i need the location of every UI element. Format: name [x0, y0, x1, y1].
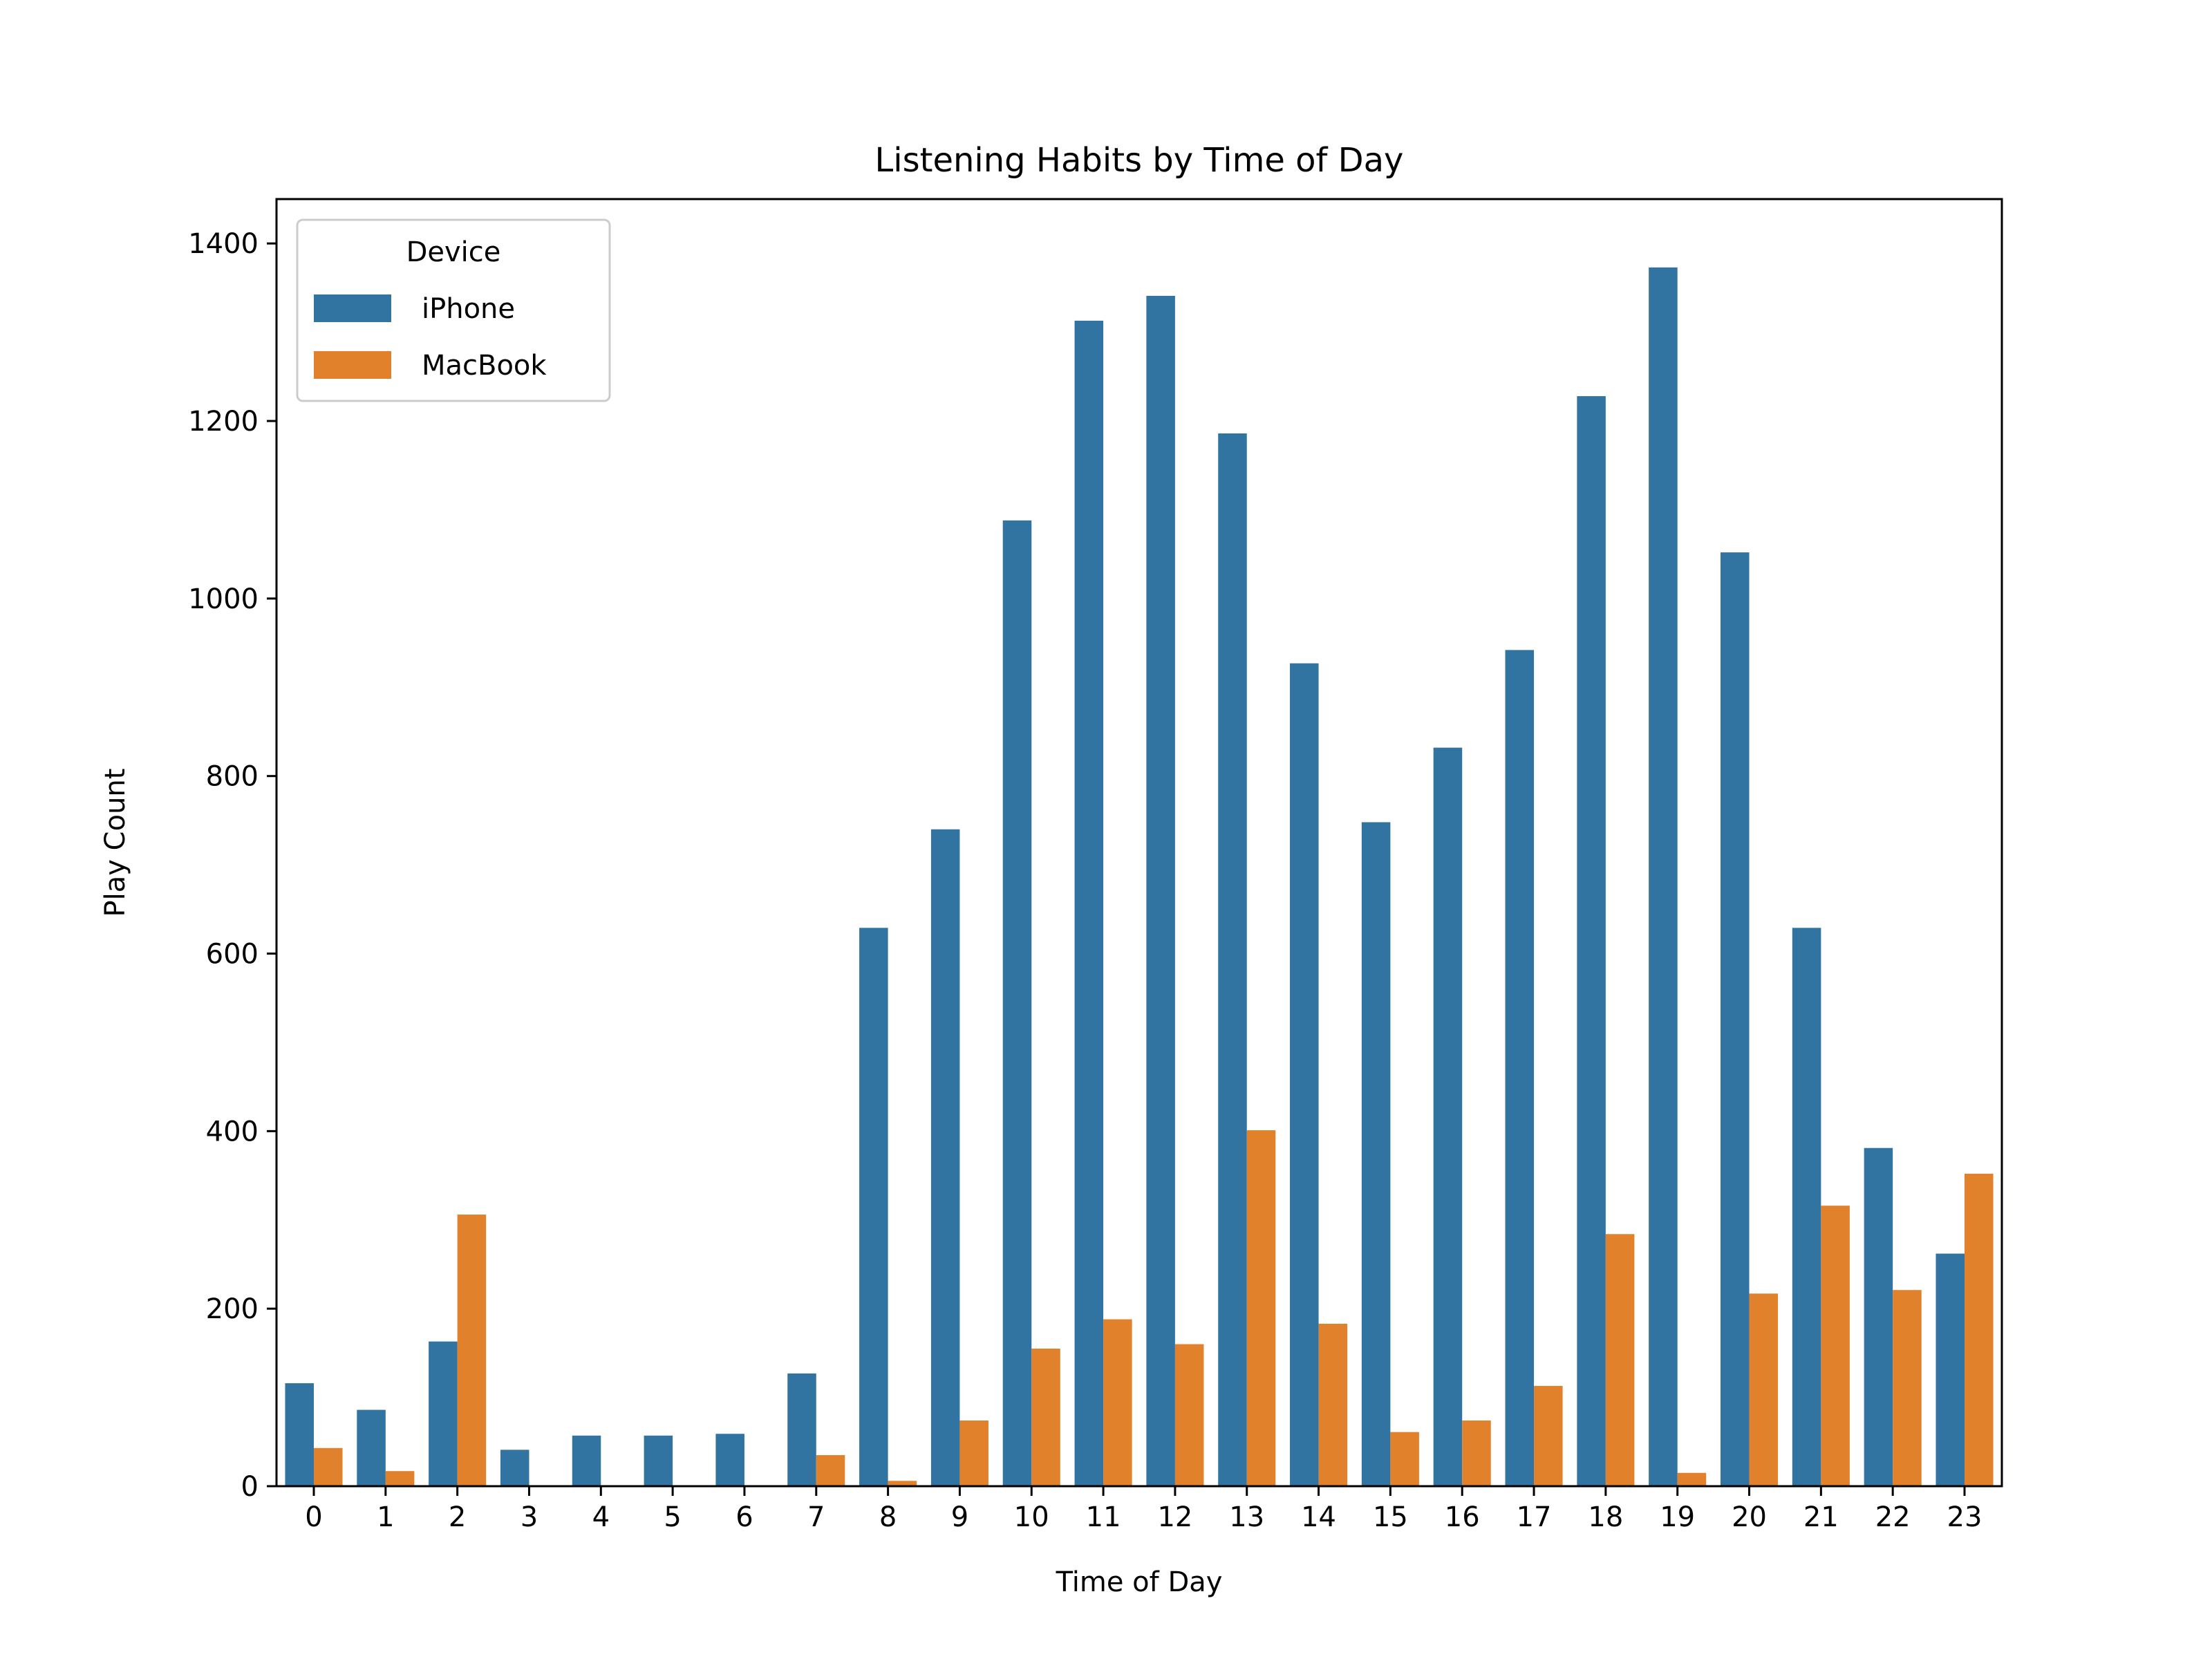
bar-iphone-4 — [572, 1435, 601, 1486]
x-tick-label: 23 — [1947, 1501, 1983, 1533]
bar-iphone-20 — [1721, 552, 1750, 1486]
bar-macbook-2 — [457, 1215, 487, 1486]
y-tick-label: 1000 — [188, 583, 259, 615]
x-tick-label: 13 — [1229, 1501, 1264, 1533]
bar-macbook-0 — [313, 1447, 343, 1486]
bar-macbook-23 — [1965, 1173, 1994, 1486]
legend-label-iphone: iPhone — [422, 293, 515, 325]
bar-iphone-13 — [1218, 433, 1247, 1486]
legend-title: Device — [406, 236, 501, 268]
x-tick-label: 0 — [305, 1501, 322, 1533]
x-tick-label: 11 — [1086, 1501, 1121, 1533]
x-tick-label: 2 — [449, 1501, 466, 1533]
bar-iphone-23 — [1936, 1253, 1965, 1486]
legend: Device iPhone MacBook — [296, 218, 611, 402]
x-tick-label: 7 — [807, 1501, 825, 1533]
bar-macbook-19 — [1677, 1472, 1707, 1486]
y-tick-label: 0 — [241, 1471, 259, 1503]
x-tick-label: 22 — [1875, 1501, 1911, 1533]
y-tick-label: 200 — [206, 1293, 259, 1325]
x-ticks: 0 1 2 3 4 5 6 7 8 9 10 11 12 13 14 15 16 17 18 19 20 21 22 23 — [305, 1486, 1982, 1533]
x-tick-label: 8 — [879, 1501, 897, 1533]
x-tick-label: 15 — [1373, 1501, 1408, 1533]
bar-iphone-16 — [1433, 747, 1463, 1486]
bar-macbook-1 — [385, 1471, 415, 1486]
bar-macbook-16 — [1462, 1420, 1491, 1486]
bar-iphone-14 — [1290, 663, 1319, 1486]
bar-iphone-10 — [1002, 520, 1032, 1486]
bar-macbook-15 — [1390, 1432, 1419, 1486]
bar-iphone-5 — [644, 1435, 673, 1486]
x-tick-label: 16 — [1445, 1501, 1480, 1533]
x-tick-label: 12 — [1157, 1501, 1192, 1533]
bar-iphone-11 — [1074, 320, 1104, 1487]
x-tick-label: 17 — [1517, 1501, 1552, 1533]
y-tick-label: 1400 — [188, 228, 259, 260]
bar-iphone-18 — [1577, 396, 1606, 1486]
bar-macbook-13 — [1246, 1130, 1276, 1486]
bar-macbook-7 — [816, 1455, 845, 1486]
bar-macbook-11 — [1103, 1319, 1132, 1486]
bar-macbook-17 — [1534, 1385, 1563, 1486]
bar-iphone-17 — [1505, 650, 1535, 1486]
bar-iphone-22 — [1864, 1147, 1893, 1486]
bar-iphone-3 — [500, 1450, 529, 1486]
bar-macbook-10 — [1031, 1348, 1060, 1486]
y-ticks: 0 200 400 600 800 1000 1200 1400 — [188, 228, 276, 1503]
legend-label-macbook: MacBook — [422, 350, 547, 382]
bar-iphone-21 — [1792, 928, 1821, 1486]
bar-iphone-12 — [1146, 295, 1175, 1487]
x-tick-label: 21 — [1803, 1501, 1839, 1533]
bar-iphone-1 — [357, 1409, 386, 1486]
bar-iphone-2 — [429, 1341, 458, 1486]
x-tick-label: 19 — [1660, 1501, 1695, 1533]
bar-macbook-14 — [1318, 1324, 1348, 1486]
x-tick-label: 14 — [1301, 1501, 1336, 1533]
bar-iphone-6 — [715, 1434, 744, 1486]
bar-iphone-9 — [930, 829, 960, 1486]
x-tick-label: 18 — [1588, 1501, 1623, 1533]
y-tick-label: 400 — [206, 1116, 259, 1147]
bar-macbook-21 — [1821, 1206, 1850, 1486]
y-tick-label: 1200 — [188, 406, 259, 438]
chart-title: Listening Habits by Time of Day — [875, 141, 1404, 180]
x-tick-label: 20 — [1732, 1501, 1767, 1533]
x-tick-label: 5 — [664, 1501, 681, 1533]
y-tick-label: 800 — [206, 761, 259, 793]
bar-macbook-18 — [1605, 1234, 1635, 1486]
bar-macbook-12 — [1174, 1344, 1204, 1486]
bar-iphone-19 — [1649, 267, 1678, 1486]
x-tick-label: 1 — [377, 1501, 394, 1533]
bar-macbook-20 — [1749, 1293, 1779, 1486]
bar-iphone-8 — [859, 928, 888, 1486]
y-tick-label: 600 — [206, 939, 259, 971]
bar-macbook-8 — [888, 1481, 917, 1486]
legend-swatch-iphone — [314, 294, 391, 322]
bar-iphone-7 — [787, 1373, 816, 1486]
x-tick-label: 10 — [1014, 1501, 1049, 1533]
x-tick-label: 4 — [592, 1501, 610, 1533]
legend-swatch-macbook — [314, 351, 391, 379]
bars-layer — [285, 267, 1994, 1487]
y-axis-label: Play Count — [100, 769, 131, 917]
bar-iphone-15 — [1361, 822, 1391, 1486]
x-tick-label: 6 — [735, 1501, 753, 1533]
x-axis-label: Time of Day — [1056, 1566, 1223, 1598]
bar-iphone-0 — [285, 1383, 314, 1486]
x-tick-label: 3 — [521, 1501, 538, 1533]
bar-macbook-22 — [1893, 1290, 1922, 1486]
x-tick-label: 9 — [951, 1501, 968, 1533]
bar-macbook-9 — [959, 1420, 988, 1486]
plot-frame — [275, 198, 2003, 1488]
